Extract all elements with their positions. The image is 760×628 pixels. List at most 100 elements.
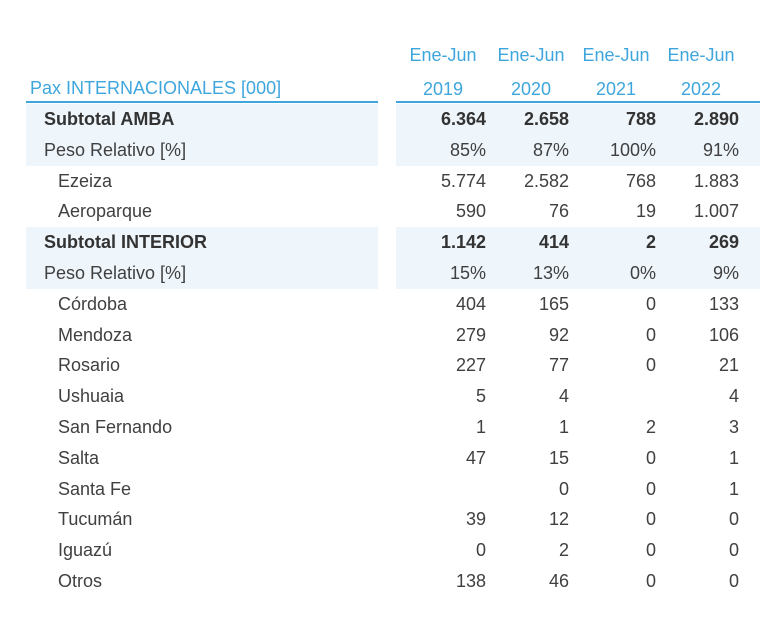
cell-2019: 6.364 — [440, 109, 486, 129]
cell-2022: 1 — [728, 478, 739, 499]
cell-2019: 47 — [465, 447, 486, 468]
row-label: Otros — [58, 571, 103, 591]
cell-2022: 4 — [728, 386, 739, 407]
row-shade — [396, 104, 760, 135]
cell-2019: 1 — [475, 417, 486, 437]
row-label: Córdoba — [58, 293, 128, 314]
cell-2020: 165 — [538, 293, 569, 314]
cell-2019: 0 — [475, 540, 486, 561]
row-shade — [396, 134, 760, 166]
col-header-2021-year: 2021 — [595, 79, 637, 99]
row-label: Aeroparque — [58, 201, 153, 222]
cell-2020: 0 — [558, 478, 569, 499]
cell-2022: 0 — [728, 571, 739, 591]
row-label: Ushuaia — [58, 386, 125, 407]
table-row: Ezeiza 5.774 2.582 768 1.883 — [0, 166, 760, 197]
col-header-2019-period: Ene-Jun — [409, 45, 477, 65]
cell-2021: 0 — [645, 540, 656, 561]
cell-2019: 1.142 — [440, 232, 486, 253]
col-header-2020-year: 2020 — [510, 79, 552, 99]
table-row: Subtotal INTERIOR 1.142 414 2 269 — [0, 227, 760, 259]
row-shade — [396, 258, 760, 289]
cell-2022: 0 — [728, 509, 739, 530]
row-label: San Fernando — [58, 417, 173, 437]
row-label: Peso Relativo [%] — [44, 139, 187, 160]
cell-2019: 39 — [465, 509, 486, 530]
cell-2019: 85% — [449, 139, 486, 160]
cell-2020: 12 — [548, 509, 569, 530]
cell-2021: 0 — [645, 447, 656, 468]
cell-2020: 92 — [548, 324, 569, 345]
col-header-2021-period: Ene-Jun — [582, 45, 650, 65]
header-divider-right — [396, 101, 760, 103]
cell-2020: 2.658 — [523, 109, 569, 129]
row-label: Santa Fe — [58, 478, 132, 499]
table-row: Salta 47 15 0 1 — [0, 443, 760, 474]
col-header-2019-year: 2019 — [422, 79, 464, 99]
cell-2021: 0% — [629, 263, 656, 283]
row-label: Tucumán — [58, 509, 133, 530]
cell-2022: 1 — [728, 447, 739, 468]
cell-2019: 227 — [455, 355, 486, 376]
cell-2021 — [576, 381, 656, 412]
header-divider-left — [26, 101, 378, 103]
row-label: Subtotal AMBA — [44, 109, 175, 129]
table-row: Rosario 227 77 0 21 — [0, 350, 760, 381]
col-header-2022-year: 2022 — [680, 79, 722, 99]
col-header-2020-period: Ene-Jun — [497, 45, 565, 65]
table-title: Pax INTERNACIONALES [000] — [30, 78, 282, 98]
cell-2022: 269 — [708, 232, 739, 253]
cell-2022: 106 — [708, 324, 739, 345]
table-row: Peso Relativo [%] 85% 87% 100% 91% — [0, 134, 760, 166]
cell-2020: 77 — [548, 355, 569, 376]
cell-2019: 15% — [449, 263, 486, 283]
cell-2020: 2.582 — [523, 170, 569, 191]
cell-2019: 590 — [455, 201, 486, 222]
cell-2021: 19 — [635, 201, 656, 222]
cell-2020: 13% — [532, 263, 569, 283]
cell-2019: 5 — [475, 386, 486, 407]
cell-2020: 15 — [548, 447, 569, 468]
cell-2021: 0 — [645, 509, 656, 530]
table-row: San Fernando 1 1 2 3 — [0, 412, 760, 443]
cell-2021: 0 — [645, 324, 656, 345]
cell-2021: 788 — [625, 109, 656, 129]
row-shade — [26, 227, 378, 259]
row-label: Mendoza — [58, 324, 133, 345]
table-row: Iguazú 0 2 0 0 — [0, 535, 760, 566]
cell-2022: 3 — [728, 417, 739, 437]
cell-2021: 2 — [645, 232, 656, 253]
row-label: Subtotal INTERIOR — [44, 232, 207, 253]
cell-2021: 0 — [645, 293, 656, 314]
cell-2021: 768 — [625, 170, 656, 191]
table-row: Peso Relativo [%] 15% 13% 0% 9% — [0, 258, 760, 289]
table-row: Mendoza 279 92 0 106 — [0, 320, 760, 351]
cell-2019: 279 — [455, 324, 486, 345]
cell-2020: 87% — [532, 139, 569, 160]
table-row: Tucumán 39 12 0 0 — [0, 504, 760, 535]
cell-2020: 4 — [558, 386, 569, 407]
cell-2021: 0 — [645, 355, 656, 376]
row-shade — [26, 134, 378, 166]
cell-2022: 9% — [712, 263, 739, 283]
cell-2020: 414 — [538, 232, 569, 253]
row-label: Rosario — [58, 355, 121, 376]
cell-2020: 1 — [558, 417, 569, 437]
cell-2021: 0 — [645, 571, 656, 591]
cell-2022: 21 — [718, 355, 739, 376]
table-row: Ushuaia 5 4 4 — [0, 381, 760, 412]
cell-2022: 1.883 — [693, 170, 739, 191]
table-row: Subtotal AMBA 6.364 2.658 788 2.890 — [0, 104, 760, 135]
cell-2021: 0 — [645, 478, 656, 499]
cell-2021: 2 — [645, 417, 656, 437]
cell-2019: 404 — [455, 293, 486, 314]
row-label: Ezeiza — [58, 170, 113, 191]
row-shade — [26, 258, 378, 289]
cell-2022: 1.007 — [693, 201, 739, 222]
cell-2022: 91% — [702, 139, 739, 160]
col-header-2022-period: Ene-Jun — [667, 45, 735, 65]
cell-2020: 76 — [548, 201, 569, 222]
row-shade — [396, 227, 760, 259]
row-label: Salta — [58, 447, 100, 468]
